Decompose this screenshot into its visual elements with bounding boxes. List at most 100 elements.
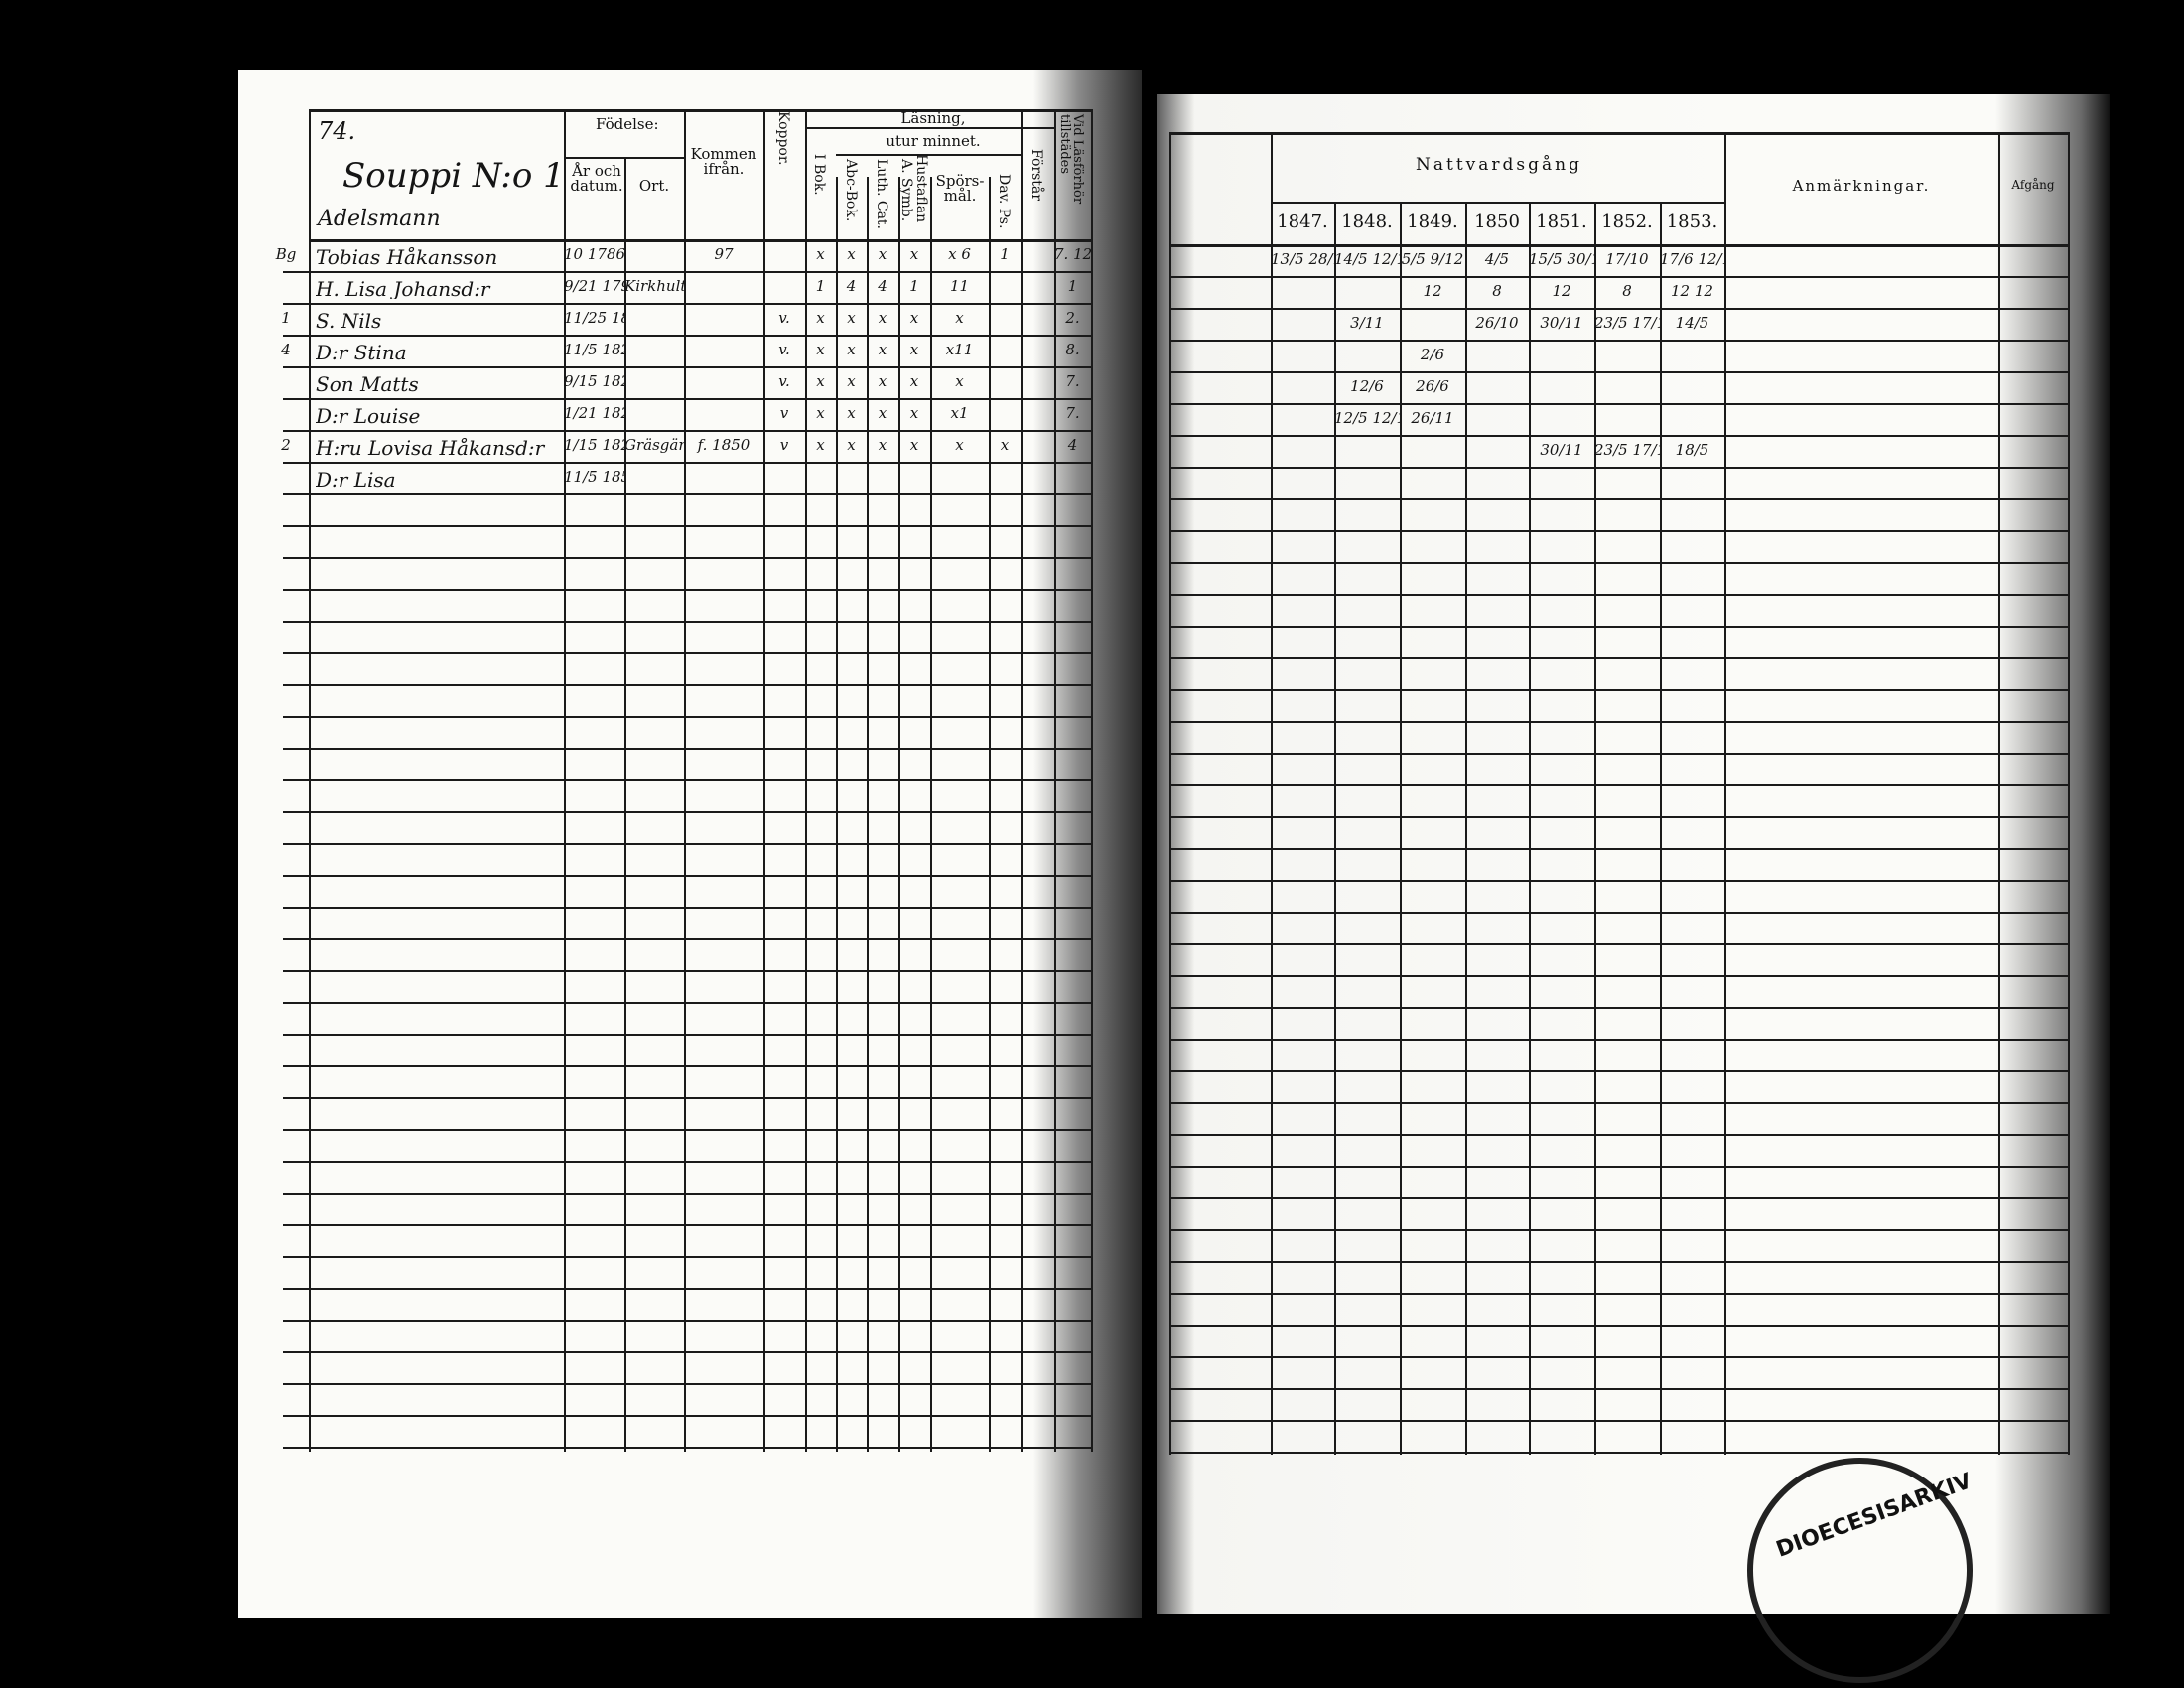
reading-mark: x: [955, 374, 964, 389]
grid-line: [1169, 403, 2068, 405]
examination-attendance: 8.: [1065, 343, 1080, 357]
grid-line: [1169, 435, 2068, 437]
grid-line: [283, 430, 1091, 432]
grid-line: [1169, 1229, 2068, 1231]
communion-date: 17/10: [1605, 252, 1649, 267]
grid-line: [2068, 132, 2070, 1455]
reading-mark: x: [816, 374, 825, 389]
person-name: H. Lisa Johansd:r: [316, 279, 490, 299]
grid-line: [1169, 132, 2068, 135]
communion-date: 5/5 9/12: [1401, 252, 1464, 267]
grid-line: [989, 177, 991, 1452]
grid-line: [1169, 467, 2068, 469]
examination-attendance: 7.: [1065, 406, 1080, 421]
header-lasning: Läsning,: [900, 109, 966, 127]
page-number: 74.: [318, 117, 356, 145]
header-forstar: Förstår: [1028, 149, 1044, 201]
grid-line: [283, 303, 1091, 305]
grid-line: [1594, 202, 1596, 1455]
birth-date: 9/21 1797: [564, 279, 624, 294]
grid-line: [283, 1065, 1091, 1067]
grid-line: [1724, 132, 1726, 1455]
grid-line: [283, 1161, 1091, 1163]
birth-date: 1/21 1828: [564, 406, 624, 421]
grid-line: [309, 109, 311, 1452]
year-header: 1848.: [1341, 211, 1393, 232]
reading-mark: x1: [950, 406, 969, 421]
communion-date: 12: [1423, 284, 1442, 299]
grid-line: [283, 1351, 1091, 1353]
communion-date: 12 12: [1671, 284, 1713, 299]
reading-mark: 1: [909, 279, 919, 294]
grid-line: [283, 843, 1091, 845]
grid-line: [283, 462, 1091, 464]
smallpox-mark: v.: [778, 374, 790, 389]
communion-date: 13/5 28/11: [1271, 252, 1334, 267]
reading-mark: x: [878, 374, 887, 389]
grid-line: [1169, 721, 2068, 723]
grid-line: [1169, 1102, 2068, 1104]
header-afgang: Afgång: [2011, 178, 2055, 192]
grid-line: [1169, 816, 2068, 818]
birth-place: Gräsgärde: [624, 438, 684, 453]
reading-mark: x: [847, 343, 856, 357]
smallpox-mark: v.: [778, 311, 790, 326]
grid-line: [1169, 340, 2068, 342]
reading-mark: x11: [945, 343, 974, 357]
header-fodelse: Födelse:: [596, 115, 659, 133]
year-header: 1849.: [1407, 211, 1458, 232]
smallpox-mark: v: [779, 438, 789, 453]
examination-attendance: 1: [1067, 279, 1078, 294]
grid-line: [283, 493, 1091, 495]
smallpox-mark: v.: [778, 343, 790, 357]
grid-line: [1660, 202, 1662, 1455]
reading-mark: 4: [846, 279, 857, 294]
grid-line: [624, 159, 626, 1452]
grid-line: [1169, 753, 2068, 755]
header-kommen: Kommen ifrån.: [690, 145, 757, 178]
grid-line: [283, 1129, 1091, 1131]
row-prefix: 4: [281, 343, 291, 357]
grid-line: [283, 1320, 1091, 1322]
grid-line: [283, 907, 1091, 909]
examination-attendance: 7.: [1065, 374, 1080, 389]
person-name: D:r Stina: [316, 343, 407, 362]
grid-line: [283, 1193, 1091, 1195]
communion-date: 30/11: [1540, 443, 1583, 458]
communion-date: 4/5: [1484, 252, 1510, 267]
communion-date: 23/5 17/10: [1594, 443, 1660, 458]
grid-line: [1169, 308, 2068, 310]
header-luth-cat: Luth. Cat.: [874, 159, 889, 229]
birth-date: 11/25 1819: [564, 311, 624, 326]
communion-date: 17/6 12/11: [1660, 252, 1724, 267]
reading-mark: x: [909, 247, 919, 262]
grid-line: [1169, 1325, 2068, 1327]
communion-date: 15/5 30/11: [1529, 252, 1594, 267]
examination-attendance: 2.: [1065, 311, 1080, 326]
grid-line: [1169, 1388, 2068, 1390]
communion-date: 2/6: [1420, 348, 1445, 362]
year-header: 1850: [1474, 211, 1520, 232]
birth-date: 9/15 1826: [564, 374, 624, 389]
grid-line: [283, 875, 1091, 877]
grid-line: [1169, 1420, 2068, 1422]
reading-mark: 11: [949, 279, 970, 294]
birth-date: 1/15 1825: [564, 438, 624, 453]
grid-line: [283, 970, 1091, 972]
row-prefix: 1: [281, 311, 291, 326]
smallpox-mark: v: [779, 406, 789, 421]
communion-date: 26/11: [1411, 411, 1454, 426]
grid-line: [684, 109, 686, 1452]
grid-line: [1169, 975, 2068, 977]
grid-line: [283, 1097, 1091, 1099]
came-from: f. 1850: [697, 438, 751, 453]
person-name: Tobias Håkansson: [316, 247, 498, 267]
grid-line: [309, 109, 1091, 112]
person-name: D:r Lisa: [316, 470, 396, 490]
reading-mark: x: [847, 406, 856, 421]
grid-line: [1169, 530, 2068, 532]
grid-line: [1169, 1166, 2068, 1168]
grid-line: [836, 154, 1021, 156]
communion-date: 14/5 12/11: [1334, 252, 1400, 267]
